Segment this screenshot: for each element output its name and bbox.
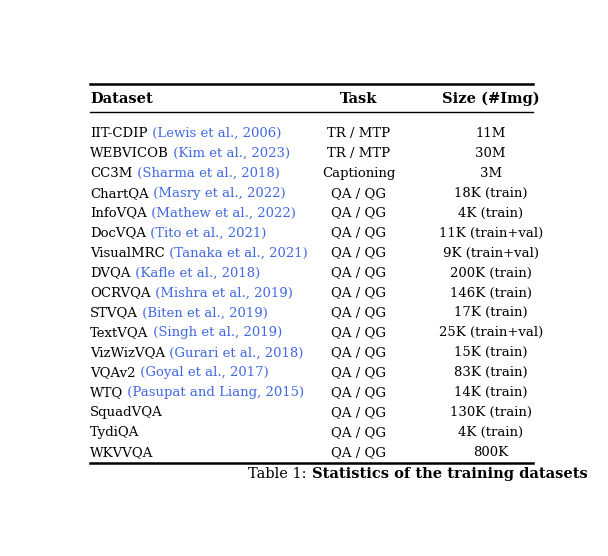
Text: QA / QG: QA / QG bbox=[331, 406, 386, 419]
Text: (Kafle et al., 2018): (Kafle et al., 2018) bbox=[131, 266, 260, 280]
Text: Task: Task bbox=[340, 92, 378, 106]
Text: 14K (train): 14K (train) bbox=[454, 386, 527, 399]
Text: TydiQA: TydiQA bbox=[90, 426, 139, 439]
Text: Dataset: Dataset bbox=[90, 92, 153, 106]
Text: QA / QG: QA / QG bbox=[331, 326, 386, 339]
Text: Table 1:: Table 1: bbox=[249, 467, 311, 481]
Text: (Tanaka et al., 2021): (Tanaka et al., 2021) bbox=[165, 246, 308, 260]
Text: 4K (train): 4K (train) bbox=[458, 426, 523, 439]
Text: 200K (train): 200K (train) bbox=[450, 266, 531, 280]
Text: QA / QG: QA / QG bbox=[331, 306, 386, 320]
Text: 11K (train+val): 11K (train+val) bbox=[438, 226, 543, 240]
Text: VisualMRC: VisualMRC bbox=[90, 246, 165, 260]
Text: STVQA: STVQA bbox=[90, 306, 138, 320]
Text: (Singh et al., 2019): (Singh et al., 2019) bbox=[148, 326, 282, 339]
Text: QA / QG: QA / QG bbox=[331, 426, 386, 439]
Text: Captioning: Captioning bbox=[322, 167, 395, 180]
Text: (Kim et al., 2023): (Kim et al., 2023) bbox=[169, 147, 290, 160]
Text: WTQ: WTQ bbox=[90, 386, 123, 399]
Text: (Mishra et al., 2019): (Mishra et al., 2019) bbox=[151, 286, 292, 300]
Text: VizWizVQA: VizWizVQA bbox=[90, 346, 165, 359]
Text: 30M: 30M bbox=[475, 147, 506, 160]
Text: (Mathew et al., 2022): (Mathew et al., 2022) bbox=[147, 207, 295, 220]
Text: (Tito et al., 2021): (Tito et al., 2021) bbox=[146, 226, 266, 240]
Text: 83K (train): 83K (train) bbox=[454, 366, 528, 379]
Text: 146K (train): 146K (train) bbox=[450, 286, 531, 300]
Text: Statistics of the training datasets: Statistics of the training datasets bbox=[311, 467, 587, 481]
Text: ChartQA: ChartQA bbox=[90, 187, 149, 200]
Text: IIT-CDIP: IIT-CDIP bbox=[90, 127, 148, 140]
Text: (Goyal et al., 2017): (Goyal et al., 2017) bbox=[136, 366, 268, 379]
Text: 800K: 800K bbox=[473, 446, 508, 459]
Text: QA / QG: QA / QG bbox=[331, 286, 386, 300]
Text: TextVQA: TextVQA bbox=[90, 326, 148, 339]
Text: WKVVQA: WKVVQA bbox=[90, 446, 153, 459]
Text: TR / MTP: TR / MTP bbox=[327, 147, 390, 160]
Text: (Gurari et al., 2018): (Gurari et al., 2018) bbox=[165, 346, 303, 359]
Text: TR / MTP: TR / MTP bbox=[327, 127, 390, 140]
Text: DocVQA: DocVQA bbox=[90, 226, 146, 240]
Text: 4K (train): 4K (train) bbox=[458, 207, 523, 220]
Text: (Pasupat and Liang, 2015): (Pasupat and Liang, 2015) bbox=[123, 386, 305, 399]
Text: (Sharma et al., 2018): (Sharma et al., 2018) bbox=[133, 167, 280, 180]
Text: CC3M: CC3M bbox=[90, 167, 133, 180]
Text: VQAv2: VQAv2 bbox=[90, 366, 136, 379]
Text: 130K (train): 130K (train) bbox=[450, 406, 531, 419]
Text: (Lewis et al., 2006): (Lewis et al., 2006) bbox=[148, 127, 281, 140]
Text: DVQA: DVQA bbox=[90, 266, 131, 280]
Text: QA / QG: QA / QG bbox=[331, 266, 386, 280]
Text: (Biten et al., 2019): (Biten et al., 2019) bbox=[138, 306, 268, 320]
Text: 25K (train+val): 25K (train+val) bbox=[438, 326, 543, 339]
Text: QA / QG: QA / QG bbox=[331, 366, 386, 379]
Text: 3M: 3M bbox=[480, 167, 502, 180]
Text: QA / QG: QA / QG bbox=[331, 246, 386, 260]
Text: 9K (train+val): 9K (train+val) bbox=[443, 246, 539, 260]
Text: WEBVICOB: WEBVICOB bbox=[90, 147, 169, 160]
Text: 15K (train): 15K (train) bbox=[454, 346, 527, 359]
Text: 17K (train): 17K (train) bbox=[454, 306, 528, 320]
Text: Size (#Img): Size (#Img) bbox=[442, 92, 539, 106]
Text: (Masry et al., 2022): (Masry et al., 2022) bbox=[149, 187, 286, 200]
Text: 11M: 11M bbox=[475, 127, 506, 140]
Text: 18K (train): 18K (train) bbox=[454, 187, 527, 200]
Text: QA / QG: QA / QG bbox=[331, 226, 386, 240]
Text: QA / QG: QA / QG bbox=[331, 346, 386, 359]
Text: QA / QG: QA / QG bbox=[331, 207, 386, 220]
Text: QA / QG: QA / QG bbox=[331, 386, 386, 399]
Text: InfoVQA: InfoVQA bbox=[90, 207, 147, 220]
Text: SquadVQA: SquadVQA bbox=[90, 406, 163, 419]
Text: QA / QG: QA / QG bbox=[331, 446, 386, 459]
Text: OCRVQA: OCRVQA bbox=[90, 286, 151, 300]
Text: QA / QG: QA / QG bbox=[331, 187, 386, 200]
